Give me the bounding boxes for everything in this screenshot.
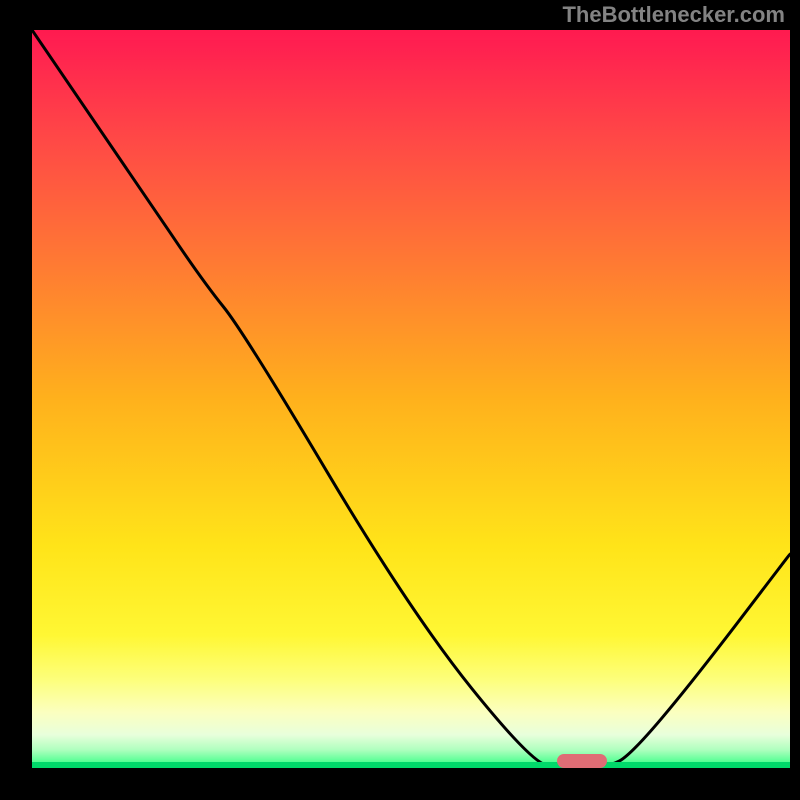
current-position-marker	[557, 754, 607, 768]
bottom-green-bar	[32, 762, 790, 768]
bottleneck-curve	[32, 30, 790, 768]
bottleneck-chart	[32, 30, 790, 768]
branding-label: TheBottlenecker.com	[562, 2, 785, 28]
